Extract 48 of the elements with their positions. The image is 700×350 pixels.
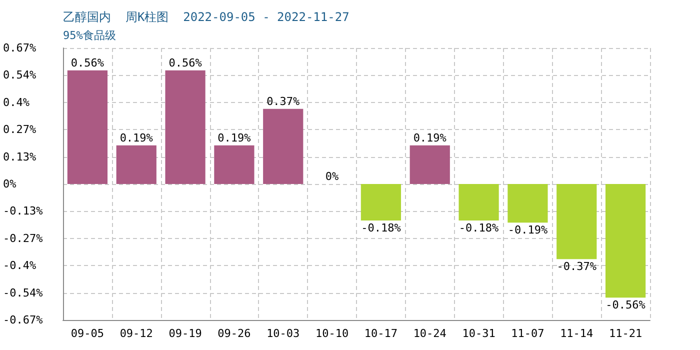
data-label: 0% <box>325 170 340 183</box>
y-tick-label: -0.67% <box>3 314 44 326</box>
data-label: -0.37% <box>556 260 597 274</box>
data-label: -0.18% <box>361 222 402 235</box>
x-tick-label: 10-31 <box>462 327 496 340</box>
bar <box>214 145 254 184</box>
y-tick-label: 0.13% <box>3 150 36 164</box>
bar <box>263 108 304 184</box>
bar <box>605 184 646 298</box>
bar <box>165 70 206 184</box>
x-tick-label: 11-14 <box>560 327 594 340</box>
chart-title: 乙醇国内 周K柱图 2022-09-05 - 2022-11-27 <box>63 10 350 24</box>
y-tick-label: -0.4% <box>3 259 36 272</box>
data-label: 0.56% <box>70 56 104 70</box>
x-tick-label: 10-10 <box>315 327 349 340</box>
bar <box>360 184 402 221</box>
x-tick-label: 10-03 <box>266 327 300 340</box>
y-tick-label: 0.27% <box>3 123 36 136</box>
y-tick-label: -0.13% <box>3 204 44 218</box>
bar <box>556 184 597 260</box>
bar <box>508 184 548 223</box>
x-tick-label: 09-12 <box>120 327 153 340</box>
x-tick-label: 09-05 <box>70 327 104 340</box>
y-tick-label: 0.54% <box>3 68 36 82</box>
x-tick-label: 09-26 <box>218 327 251 340</box>
y-tick-label: 0.67% <box>3 42 36 54</box>
data-label: -0.56% <box>606 298 646 312</box>
x-tick-label: 10-24 <box>413 327 447 340</box>
data-label: 0.56% <box>168 56 202 70</box>
chart-subtitle: 95%食品级 <box>63 29 116 42</box>
data-label: 0.19% <box>218 131 252 144</box>
x-tick-label: 09-19 <box>168 327 202 340</box>
bar <box>116 145 156 184</box>
data-label: -0.18% <box>458 222 500 235</box>
y-tick-label: 0% <box>3 178 17 190</box>
y-tick-label: -0.54% <box>3 286 44 300</box>
bar <box>67 70 108 184</box>
x-tick-label: 11-21 <box>608 327 642 340</box>
data-label: 0.19% <box>120 131 154 144</box>
data-label: 0.37% <box>266 94 300 108</box>
bar <box>458 184 499 221</box>
bar <box>410 145 450 184</box>
x-tick-label: 11-07 <box>511 327 544 340</box>
x-tick-label: 10-17 <box>364 327 398 340</box>
data-label: -0.19% <box>508 224 548 237</box>
y-tick-label: 0.4% <box>3 96 30 109</box>
data-label: 0.19% <box>413 131 447 144</box>
y-tick-label: -0.27% <box>3 232 44 245</box>
